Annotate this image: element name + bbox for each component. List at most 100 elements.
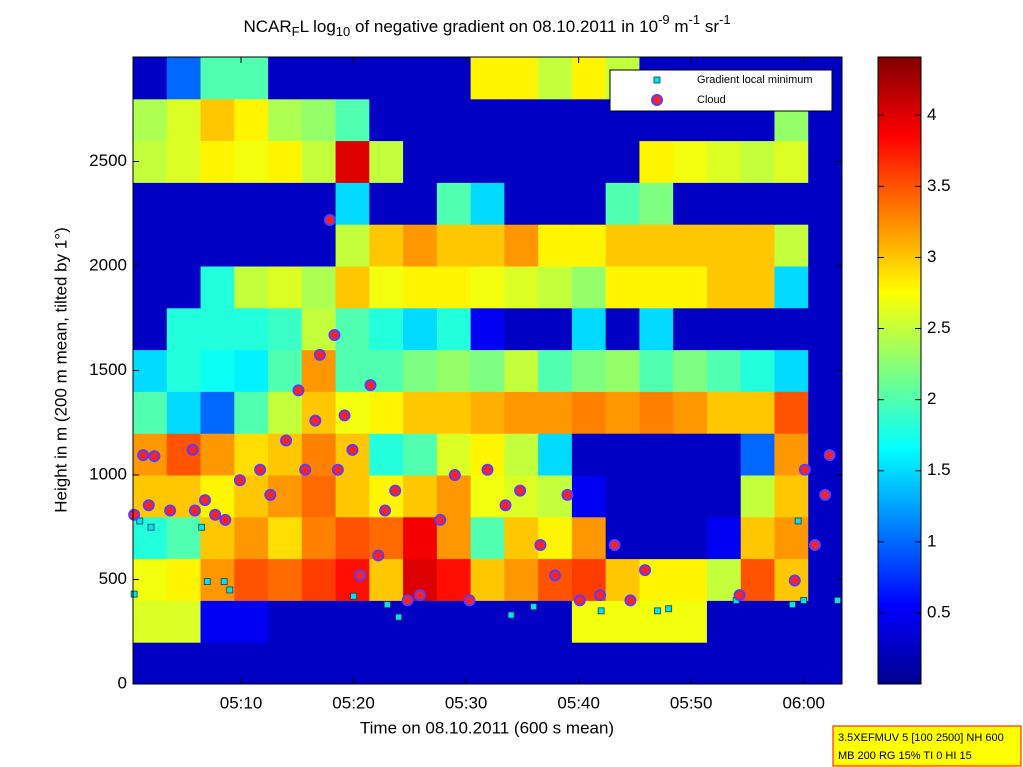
marker-circle — [808, 539, 821, 552]
heat-cell — [639, 140, 674, 183]
marker-circle — [292, 384, 305, 397]
marker-square — [198, 523, 206, 531]
heat-cell — [605, 266, 640, 309]
heat-cell — [301, 307, 337, 351]
heat-cell — [538, 140, 573, 183]
heat-cell — [268, 307, 303, 351]
annotation-box — [832, 725, 1022, 767]
marker-circle — [573, 594, 586, 607]
heat-cell — [673, 349, 708, 392]
heat-cell — [808, 516, 842, 560]
marker-circle — [254, 463, 267, 476]
heat-cell — [403, 266, 438, 309]
heat-cell — [571, 57, 607, 100]
heat-cell — [335, 98, 370, 142]
heat-cell — [774, 140, 809, 183]
heat-cell — [403, 433, 438, 476]
heat-cell — [369, 433, 404, 476]
heat-cell — [301, 391, 337, 434]
marker-circle — [788, 574, 801, 587]
heat-cell — [335, 349, 370, 392]
heat-cell — [234, 600, 269, 643]
marker-circle — [608, 539, 621, 552]
legend-box — [609, 69, 833, 112]
heat-cell — [234, 391, 269, 434]
heat-cell — [166, 182, 202, 225]
heat-cell — [133, 266, 168, 309]
heat-cell — [335, 266, 370, 309]
heat-cell — [200, 307, 235, 351]
heat-cell — [740, 558, 775, 601]
heat-cell — [403, 475, 438, 518]
heat-cell — [166, 391, 202, 434]
heat-cell — [301, 475, 337, 518]
heat-cell — [369, 307, 404, 351]
marker-square — [130, 590, 138, 598]
heat-cell — [301, 600, 337, 643]
heat-cell — [706, 224, 742, 267]
marker-circle — [823, 449, 836, 462]
heat-cell — [740, 266, 775, 309]
marker-square — [395, 613, 402, 621]
heat-cell — [538, 98, 573, 142]
heat-cell — [335, 57, 370, 100]
heat-cell — [673, 433, 708, 476]
colorbar-tick-label: 4 — [927, 105, 936, 124]
heat-cell — [268, 516, 303, 560]
heat-cell — [436, 558, 472, 601]
marker-circle — [331, 463, 344, 476]
y-tick-label: 1000 — [89, 464, 127, 483]
marker-circle — [328, 328, 341, 341]
heat-cell — [403, 600, 438, 643]
heat-cell — [740, 600, 775, 643]
colorbar-tick-label: 1.5 — [927, 460, 951, 479]
heat-cell — [706, 140, 742, 183]
heat-cell — [673, 266, 708, 309]
heat-cell — [200, 182, 235, 225]
x-tick-label: 06:00 — [782, 693, 825, 712]
x-tick-label: 05:40 — [557, 693, 600, 712]
heat-cell — [234, 57, 269, 100]
heat-cell — [470, 57, 505, 100]
marker-circle — [137, 449, 150, 462]
heat-cell — [436, 349, 472, 392]
heat-cell — [200, 224, 235, 267]
marker-circle — [199, 494, 212, 507]
marker-circle — [499, 499, 512, 512]
heat-cell — [673, 391, 708, 434]
heat-cell — [706, 349, 742, 392]
heat-cell — [335, 642, 370, 684]
heat-cell — [673, 600, 708, 643]
heat-cell — [369, 57, 404, 100]
heat-cell — [538, 391, 573, 434]
heat-cell — [571, 266, 607, 309]
heat-cell — [504, 57, 539, 100]
heat-cell — [335, 224, 370, 267]
heat-cell — [639, 433, 674, 476]
heat-cell — [639, 642, 674, 684]
heat-cell — [470, 98, 505, 142]
heat-cell — [268, 642, 303, 684]
heat-cell — [740, 433, 775, 476]
heat-cell — [504, 266, 539, 309]
heat-cell — [301, 642, 337, 684]
marker-square — [530, 603, 538, 611]
heat-cell — [470, 516, 505, 560]
heat-cell — [436, 98, 472, 142]
marker-circle — [481, 463, 494, 476]
marker-circle — [561, 488, 574, 501]
heat-cell — [740, 182, 775, 225]
heat-cell — [639, 516, 674, 560]
annotation-line: MB 200 RG 15% TI 0 HI 15 — [838, 750, 972, 762]
heat-cell — [470, 224, 505, 267]
heat-cell — [774, 224, 809, 267]
heat-cell — [673, 516, 708, 560]
colorbar-tick-label: 1 — [927, 531, 936, 550]
marker-square — [653, 76, 661, 84]
heat-cell — [774, 475, 809, 518]
heat-cell — [470, 266, 505, 309]
marker-circle — [594, 589, 607, 602]
heat-cell — [605, 140, 640, 183]
annotation: 3.5XEFMUV 5 [100 2500] NH 600 MB 200 RG … — [832, 725, 1022, 767]
heat-cell — [200, 391, 235, 434]
